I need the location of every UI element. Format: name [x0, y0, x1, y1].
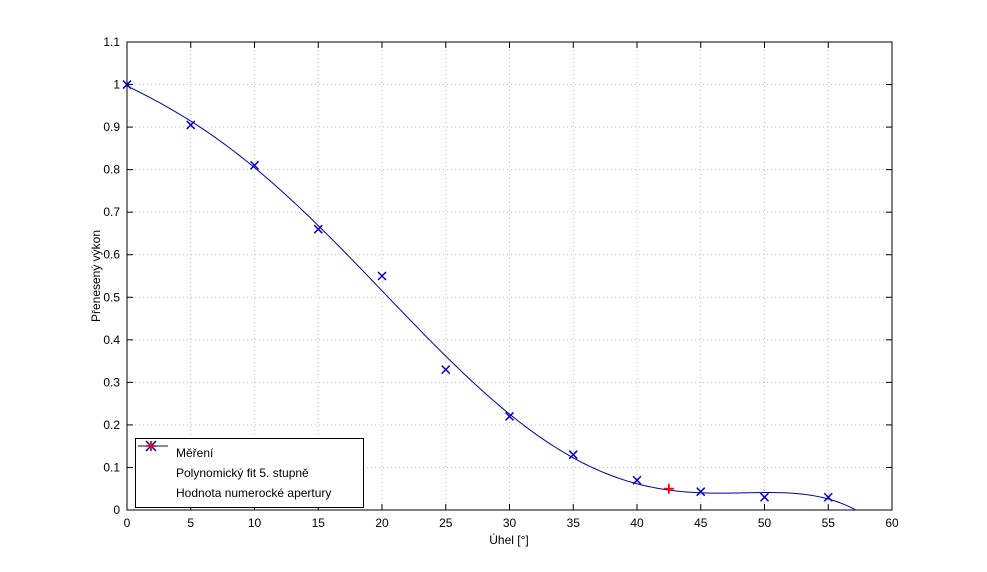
x-tick-label: 50 [758, 516, 772, 530]
x-tick-label: 35 [567, 516, 581, 530]
y-tick-label: 0.6 [103, 248, 120, 262]
y-tick-label: 1.1 [103, 35, 120, 49]
y-tick-label: 0.5 [103, 290, 120, 304]
x-axis-label: Úhel [°] [489, 533, 529, 547]
plot-area [127, 42, 892, 510]
y-tick-label: 0 [113, 503, 120, 517]
na-marker [663, 483, 674, 494]
y-tick-label: 0.4 [103, 333, 120, 347]
y-tick-labels: 0 0.1 0.2 0.3 0.4 0.5 0.6 0.7 0.8 0.9 1 1.1 [103, 35, 120, 517]
x-tick-label: 60 [885, 516, 899, 530]
x-tick-label: 25 [439, 516, 453, 530]
x-tick-label: 5 [187, 516, 194, 530]
legend-item-aperture: Hodnota numerocké apertury [136, 441, 363, 503]
y-tick-label: 0.3 [103, 375, 120, 389]
legend-label-fit: Polynomický fit 5. stupně [176, 466, 309, 480]
y-tick-label: 0.7 [103, 205, 120, 219]
x-tick-label: 20 [375, 516, 389, 530]
x-tick-label: 15 [312, 516, 326, 530]
x-tick-label: 30 [503, 516, 517, 530]
x-tick-labels: 0 5 10 15 20 25 30 35 40 45 50 55 60 [124, 516, 899, 530]
x-tick-label: 0 [124, 516, 131, 530]
legend-item-fit: Polynomický fit 5. stupně [136, 445, 363, 483]
x-tick-label: 45 [694, 516, 708, 530]
y-tick-label: 0.8 [103, 163, 120, 177]
legend-label-aperture: Hodnota numerocké apertury [176, 486, 332, 500]
legend: Měření Polynomický fit 5. stupně Hodnota… [135, 438, 364, 508]
fit-curve [127, 85, 857, 510]
y-axis-label: Přenesený výkon [89, 229, 103, 323]
x-tick-label: 10 [248, 516, 262, 530]
y-tick-label: 0.9 [103, 120, 120, 134]
y-tick-label: 0.2 [103, 418, 120, 432]
legend-label-measurement: Měření [176, 446, 214, 460]
x-tick-label: 55 [822, 516, 836, 530]
y-tick-label: 1 [113, 78, 120, 92]
x-tick-label: 40 [630, 516, 644, 530]
y-tick-label: 0.1 [103, 460, 120, 474]
legend-item-measurement: Měření [136, 440, 363, 463]
measurement-markers [122, 80, 833, 502]
